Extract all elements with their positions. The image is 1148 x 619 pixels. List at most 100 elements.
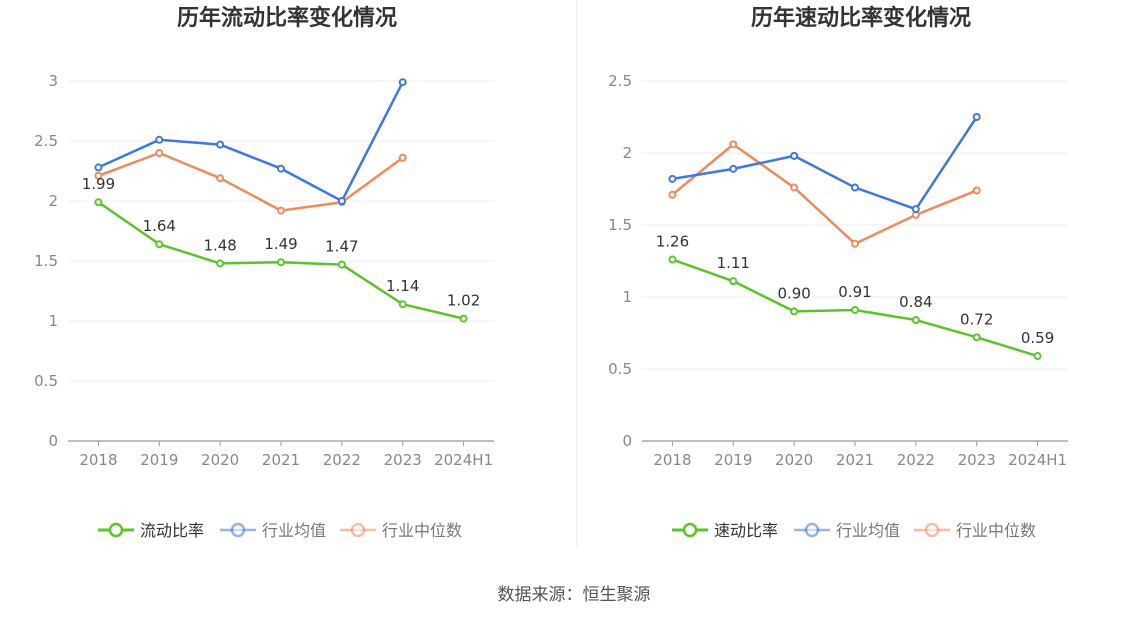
- y-tick-label: 2: [622, 144, 632, 162]
- legend-label: 行业均值: [262, 521, 326, 540]
- data-point-average[interactable]: [790, 151, 799, 160]
- data-point-primary[interactable]: [459, 314, 468, 323]
- legend-label: 行业中位数: [956, 521, 1036, 540]
- data-point-primary[interactable]: [277, 258, 285, 267]
- data-point-primary[interactable]: [972, 333, 981, 342]
- y-tick-label: 1.5: [34, 252, 58, 270]
- quick-ratio-chart-panel: 历年速动比率变化情况 0 0.5 1 1.5 2 2.5 2018 2019 2020 2021 20…: [574, 0, 1148, 560]
- data-label: 1.02: [447, 292, 480, 310]
- data-point-median[interactable]: [398, 153, 407, 162]
- y-tick-label: 0: [48, 432, 58, 450]
- data-point-median[interactable]: [851, 239, 859, 248]
- x-tick-label: 2020: [775, 451, 813, 469]
- data-point-primary[interactable]: [398, 300, 407, 309]
- x-tick-label: 2018: [653, 451, 691, 469]
- y-tick-label: 2.5: [34, 132, 58, 150]
- y-tick-label: 0.5: [608, 360, 632, 378]
- data-point-primary[interactable]: [729, 277, 738, 286]
- series-line-median: [671, 143, 978, 245]
- data-point-average[interactable]: [94, 163, 103, 172]
- legend-label: 流动比率: [140, 521, 204, 540]
- data-point-average[interactable]: [729, 164, 738, 173]
- y-tick-label: 2.5: [608, 72, 632, 90]
- quick-ratio-chart: 历年速动比率变化情况 0 0.5 1 1.5 2 2.5 2018 2019 2020 2021 20…: [608, 5, 1068, 540]
- x-tick-label: 2018: [79, 451, 117, 469]
- x-tick-label: 2021: [262, 451, 300, 469]
- chart-title: 历年速动比率变化情况: [751, 5, 971, 31]
- x-tick-label: 2024H1: [1008, 451, 1067, 469]
- data-point-primary[interactable]: [790, 307, 799, 316]
- data-point-average[interactable]: [668, 174, 677, 183]
- legend-item-average[interactable]: 行业均值: [220, 521, 326, 540]
- data-point-primary[interactable]: [1033, 352, 1042, 361]
- chart-title: 历年流动比率变化情况: [177, 5, 397, 31]
- series-line-average: [672, 116, 978, 211]
- y-tick-label: 0: [622, 432, 632, 450]
- data-point-primary[interactable]: [216, 259, 225, 268]
- y-tick-label: 1: [48, 312, 58, 330]
- data-label: 0.91: [838, 283, 871, 301]
- data-point-average[interactable]: [851, 183, 859, 192]
- x-tick-label: 2023: [958, 451, 996, 469]
- data-point-average[interactable]: [337, 197, 346, 205]
- data-point-primary[interactable]: [337, 260, 346, 269]
- data-point-primary[interactable]: [851, 305, 859, 314]
- legend-label: 行业均值: [836, 521, 900, 540]
- legend-item-primary[interactable]: 速动比率: [672, 521, 778, 540]
- data-point-average[interactable]: [155, 135, 164, 144]
- legend-item-median[interactable]: 行业中位数: [340, 521, 462, 540]
- legend-label: 行业中位数: [382, 521, 462, 540]
- data-label: 1.11: [717, 254, 750, 272]
- legend-item-primary[interactable]: 流动比率: [98, 521, 204, 540]
- legend-marker: [804, 522, 820, 538]
- data-label: 1.48: [203, 236, 236, 254]
- x-tick-label: 2020: [201, 451, 239, 469]
- data-point-median[interactable]: [94, 171, 103, 180]
- legend-marker: [682, 522, 698, 538]
- legend-marker: [924, 522, 940, 538]
- legend-marker: [350, 522, 366, 538]
- data-source-note: 数据来源：恒生聚源: [497, 585, 651, 605]
- data-point-median[interactable]: [216, 174, 225, 183]
- data-label: 1.26: [656, 233, 689, 251]
- data-point-median[interactable]: [155, 149, 164, 157]
- x-tick-label: 2022: [897, 451, 935, 469]
- data-point-median[interactable]: [668, 190, 677, 199]
- legend-marker: [108, 522, 124, 538]
- data-point-average[interactable]: [398, 78, 407, 87]
- series-line-median: [97, 151, 404, 212]
- data-label: 0.90: [777, 284, 810, 302]
- y-tick-label: 3: [48, 72, 58, 90]
- data-point-median[interactable]: [729, 140, 738, 149]
- data-point-average[interactable]: [216, 140, 225, 149]
- x-tick-label: 2022: [323, 451, 361, 469]
- panel-divider: [576, 0, 577, 548]
- x-tick-label: 2023: [384, 451, 422, 469]
- y-tick-label: 2: [48, 192, 58, 210]
- y-tick-label: 1: [622, 288, 632, 306]
- legend-label: 速动比率: [714, 521, 778, 540]
- series-line-average: [97, 81, 404, 203]
- current-ratio-chart: 历年流动比率变化情况 0 0.5 1 1.5 2 2.5 3 2018 2019 2020 2021 2…: [34, 5, 494, 540]
- legend-item-average[interactable]: 行业均值: [794, 521, 900, 540]
- data-point-median[interactable]: [790, 183, 799, 192]
- x-tick-label: 2024H1: [434, 451, 493, 469]
- data-point-median[interactable]: [277, 206, 285, 215]
- data-point-average[interactable]: [277, 164, 285, 173]
- data-point-primary[interactable]: [155, 240, 164, 249]
- data-point-average[interactable]: [911, 205, 920, 214]
- legend-item-median[interactable]: 行业中位数: [914, 521, 1036, 540]
- data-label: 1.49: [264, 235, 297, 253]
- x-tick-label: 2021: [836, 451, 874, 469]
- current-ratio-chart-panel: 历年流动比率变化情况 0 0.5 1 1.5 2 2.5 3 2018 2019 2020 2021 2…: [0, 0, 574, 560]
- data-point-median[interactable]: [972, 186, 981, 195]
- x-tick-label: 2019: [140, 451, 178, 469]
- data-point-average[interactable]: [972, 113, 981, 121]
- data-label: 0.84: [899, 293, 932, 311]
- legend-marker: [230, 522, 246, 538]
- data-point-primary[interactable]: [911, 316, 920, 325]
- data-point-primary[interactable]: [668, 255, 677, 264]
- data-label: 1.47: [325, 238, 358, 256]
- y-tick-label: 1.5: [608, 216, 632, 234]
- data-point-primary[interactable]: [94, 198, 103, 207]
